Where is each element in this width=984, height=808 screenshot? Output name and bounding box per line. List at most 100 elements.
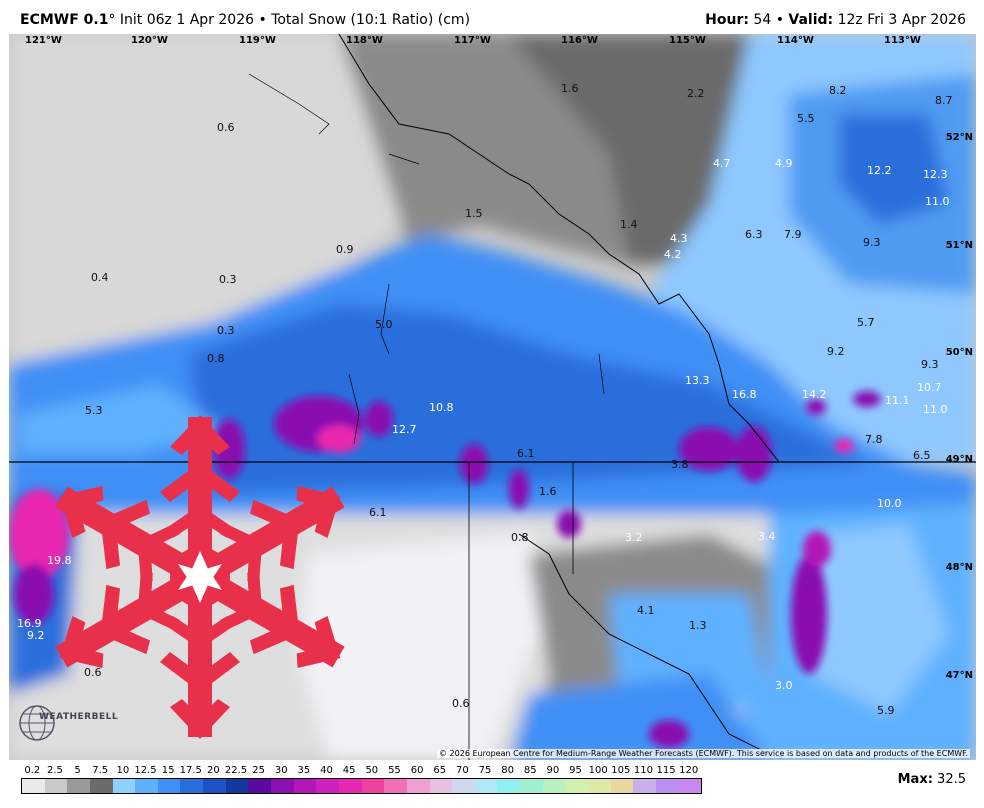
snow-value: 5.5 <box>797 112 815 125</box>
product-name: Total Snow (10:1 Ratio) (cm) <box>271 12 471 28</box>
map-shading <box>9 34 976 760</box>
snow-value: 0.8 <box>511 531 529 544</box>
snow-value: 9.2 <box>27 629 45 642</box>
snow-value: 10.7 <box>917 381 942 394</box>
colorbar-swatch <box>180 779 204 793</box>
snow-value: 9.3 <box>921 358 939 371</box>
colorbar-label: 70 <box>455 765 469 776</box>
colorbar-swatch <box>157 779 181 793</box>
separator: • <box>258 12 267 28</box>
snow-value: 0.6 <box>84 666 102 679</box>
snow-value: 4.2 <box>664 248 682 261</box>
snow-value: 8.7 <box>935 94 953 107</box>
snow-value: 0.3 <box>219 273 237 286</box>
colorbar-label: 95 <box>569 765 582 776</box>
snow-value: 9.3 <box>863 236 881 249</box>
colorbar-swatch <box>633 779 656 793</box>
snow-value: 0.6 <box>217 121 235 134</box>
snow-value: 10.8 <box>429 401 454 414</box>
colorbar-label: 0.2 <box>24 765 41 776</box>
colorbar-label: 17.5 <box>179 765 202 776</box>
snow-value: 19.8 <box>47 554 72 567</box>
snow-value: 1.5 <box>465 207 483 220</box>
lat-label: 51°N <box>945 240 973 251</box>
colorbar-swatch <box>338 779 362 793</box>
snowflake-icon <box>55 415 345 739</box>
snow-value: 1.3 <box>689 619 707 632</box>
snow-value: 0.9 <box>336 243 354 256</box>
colorbar-label: 60 <box>410 765 424 776</box>
lon-label: 119°W <box>239 35 276 46</box>
snow-value: 5.0 <box>375 318 393 331</box>
snow-value: 7.8 <box>865 433 883 446</box>
snow-value: 12.7 <box>392 423 417 436</box>
snow-value: 3.4 <box>758 530 776 543</box>
colorbar-label: 35 <box>297 765 311 776</box>
colorbar-swatch <box>112 779 136 793</box>
colorbar-swatch <box>203 779 226 793</box>
snow-value: 0.3 <box>217 324 235 337</box>
max-readout: Max: 32.5 <box>898 772 966 787</box>
colorbar-label: 15 <box>161 765 175 776</box>
colorbar-label: 85 <box>523 765 537 776</box>
colorbar-swatch <box>248 779 272 793</box>
snow-value: 3.0 <box>775 679 793 692</box>
valid-label: Valid: <box>788 12 834 28</box>
model-name: ECMWF 0.1 <box>20 12 109 28</box>
snow-value: 11.1 <box>885 394 910 407</box>
colorbar-label: 7.5 <box>92 765 109 776</box>
colorbar-label: 45 <box>342 765 356 776</box>
colorbar-swatch <box>474 779 498 793</box>
colorbar-swatch <box>678 779 702 793</box>
colorbar-label: 120 <box>679 765 699 776</box>
max-label: Max: <box>897 772 933 787</box>
snow-value: 10.0 <box>877 497 902 510</box>
valid-value: 12z Fri 3 Apr 2026 <box>837 12 966 28</box>
copyright: © 2026 European Centre for Medium-Range … <box>437 749 970 758</box>
lat-label: 52°N <box>945 132 973 143</box>
snow-value: 5.9 <box>877 704 895 717</box>
snow-value: 0.6 <box>452 697 470 710</box>
colorbar-label: 80 <box>501 765 514 776</box>
colorbar-swatch <box>67 779 90 793</box>
snow-value: 16.9 <box>17 617 42 630</box>
colorbar-swatch <box>89 779 113 793</box>
snow-value: 12.2 <box>867 164 892 177</box>
logo-text: WEATHERBELL <box>39 712 119 722</box>
colorbar-labels: 0.2 2.5 5 7.5 10 12.5 15 17.5 20 22.5 25 30 35 40 45 50… <box>21 765 700 777</box>
colorbar-label: 65 <box>433 765 447 776</box>
snow-value: 5.3 <box>85 404 103 417</box>
snow-value: 11.0 <box>925 195 950 208</box>
colorbar-label: 90 <box>546 765 560 776</box>
snow-value: 16.8 <box>732 388 757 401</box>
lat-label: 49°N <box>945 454 973 465</box>
snow-value: 3.2 <box>625 531 643 544</box>
valid-info: Hour: 54 • Valid: 12z Fri 3 Apr 2026 <box>705 12 966 28</box>
lon-label: 114°W <box>777 35 814 46</box>
colorbar <box>21 778 702 794</box>
colorbar-label: 55 <box>388 765 401 776</box>
hour-label: Hour: <box>705 12 749 28</box>
colorbar-label: 115 <box>656 765 676 776</box>
snow-value: 0.8 <box>207 352 225 365</box>
colorbar-label: 40 <box>320 765 333 776</box>
colorbar-label: 75 <box>478 765 492 776</box>
colorbar-swatch <box>406 779 430 793</box>
colorbar-label: 20 <box>207 765 220 776</box>
lon-label: 115°W <box>669 35 706 46</box>
colorbar-swatch <box>610 779 634 793</box>
snow-map: 121°W 120°W 119°W 118°W 117°W 116°W 115°… <box>9 34 976 760</box>
snow-value: 7.9 <box>784 228 802 241</box>
snow-value: 6.1 <box>517 447 535 460</box>
snow-value: 9.2 <box>827 345 845 358</box>
colorbar-swatch <box>316 779 339 793</box>
colorbar-swatch <box>565 779 589 793</box>
colorbar-label: 22.5 <box>224 765 248 776</box>
colorbar-label: 100 <box>588 765 608 776</box>
colorbar-swatch <box>135 779 158 793</box>
title: ECMWF 0.1° Init 06z 1 Apr 2026 • Total S… <box>20 12 470 28</box>
snow-value: 4.9 <box>775 157 793 170</box>
snow-value: 1.6 <box>539 485 557 498</box>
colorbar-swatch <box>429 779 453 793</box>
colorbar-swatch <box>384 779 407 793</box>
